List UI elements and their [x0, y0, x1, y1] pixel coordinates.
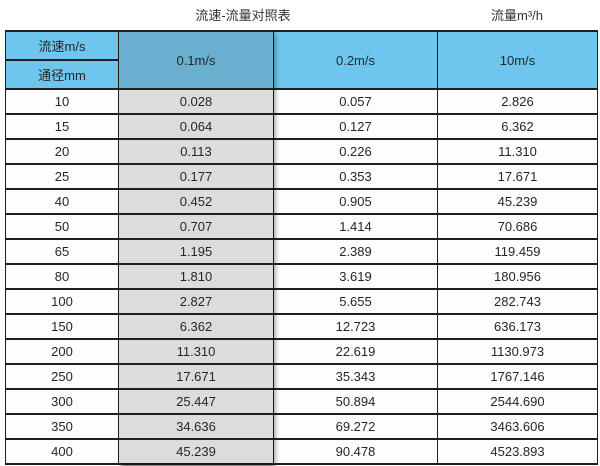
corner-velocity-label: 流速m/s [5, 30, 119, 61]
flow-cell-0-1ms: 45.239 [118, 438, 274, 465]
flow-cell-10ms: 17.671 [437, 163, 598, 190]
table-row: 10 0.028 0.057 2.826 [5, 88, 598, 115]
diameter-cell: 25 [5, 163, 119, 190]
flow-cell-10ms: 1130.973 [437, 338, 598, 365]
table-row: 20 0.113 0.226 11.310 [5, 138, 598, 165]
diameter-cell: 65 [5, 238, 119, 265]
diameter-cell: 15 [5, 113, 119, 140]
page-title: 流速-流量对照表 [195, 8, 291, 23]
flow-cell-10ms: 2544.690 [437, 388, 598, 415]
table-row: 80 1.810 3.619 180.956 [5, 263, 598, 290]
table-row: 250 17.671 35.343 1767.146 [5, 363, 598, 390]
flow-cell-0-2ms: 3.619 [273, 263, 438, 290]
flow-cell-0-2ms: 69.272 [273, 413, 438, 440]
column-header-0-1ms: 0.1m/s [118, 30, 274, 90]
flow-cell-0-1ms: 2.827 [118, 288, 274, 315]
flow-cell-10ms: 2.826 [437, 88, 598, 115]
table-body: 10 0.028 0.057 2.826 15 0.064 0.127 6.36… [5, 88, 598, 465]
flow-cell-10ms: 6.362 [437, 113, 598, 140]
flow-cell-10ms: 119.459 [437, 238, 598, 265]
flow-cell-0-1ms: 0.064 [118, 113, 274, 140]
table-row: 15 0.064 0.127 6.362 [5, 113, 598, 140]
table-header: 流速m/s 0.1m/s 0.2m/s 10m/s 通径mm [5, 30, 598, 90]
flow-cell-0-2ms: 0.226 [273, 138, 438, 165]
flow-cell-10ms: 180.956 [437, 263, 598, 290]
flow-cell-10ms: 11.310 [437, 138, 598, 165]
diameter-cell: 50 [5, 213, 119, 240]
flow-cell-10ms: 3463.606 [437, 413, 598, 440]
flow-cell-0-2ms: 35.343 [273, 363, 438, 390]
flow-cell-0-1ms: 17.671 [118, 363, 274, 390]
velocity-flow-table: 流速m/s 0.1m/s 0.2m/s 10m/s 通径mm 10 0.028 … [5, 30, 598, 465]
diameter-cell: 250 [5, 363, 119, 390]
flow-cell-10ms: 70.686 [437, 213, 598, 240]
flow-cell-0-1ms: 1.195 [118, 238, 274, 265]
flow-cell-0-2ms: 1.414 [273, 213, 438, 240]
flow-cell-0-2ms: 22.619 [273, 338, 438, 365]
flow-cell-0-2ms: 50.894 [273, 388, 438, 415]
table-row: 40 0.452 0.905 45.239 [5, 188, 598, 215]
flow-cell-0-1ms: 11.310 [118, 338, 274, 365]
flow-cell-0-2ms: 90.478 [273, 438, 438, 465]
flow-cell-10ms: 636.173 [437, 313, 598, 340]
column-header-10ms: 10m/s [437, 30, 598, 90]
table-row: 150 6.362 12.723 636.173 [5, 313, 598, 340]
diameter-cell: 20 [5, 138, 119, 165]
flow-cell-10ms: 4523.893 [437, 438, 598, 465]
flow-cell-0-1ms: 25.447 [118, 388, 274, 415]
flow-cell-0-1ms: 0.452 [118, 188, 274, 215]
flow-cell-0-2ms: 2.389 [273, 238, 438, 265]
flow-cell-0-1ms: 6.362 [118, 313, 274, 340]
flow-cell-0-1ms: 34.636 [118, 413, 274, 440]
flow-cell-0-1ms: 0.113 [118, 138, 274, 165]
flow-cell-10ms: 1767.146 [437, 363, 598, 390]
diameter-cell: 400 [5, 438, 119, 465]
table-row: 400 45.239 90.478 4523.893 [5, 438, 598, 465]
corner-diameter-label: 通径mm [5, 59, 119, 90]
diameter-cell: 350 [5, 413, 119, 440]
flow-cell-0-2ms: 0.057 [273, 88, 438, 115]
diameter-cell: 100 [5, 288, 119, 315]
flow-cell-0-2ms: 0.353 [273, 163, 438, 190]
table-row: 65 1.195 2.389 119.459 [5, 238, 598, 265]
flow-cell-0-2ms: 0.127 [273, 113, 438, 140]
table-row: 100 2.827 5.655 282.743 [5, 288, 598, 315]
table-row: 200 11.310 22.619 1130.973 [5, 338, 598, 365]
flow-cell-0-1ms: 0.028 [118, 88, 274, 115]
diameter-cell: 300 [5, 388, 119, 415]
flow-cell-10ms: 282.743 [437, 288, 598, 315]
diameter-cell: 200 [5, 338, 119, 365]
column-header-0-2ms: 0.2m/s [273, 30, 438, 90]
table-row: 300 25.447 50.894 2544.690 [5, 388, 598, 415]
header-row-bottom: 通径mm [5, 59, 598, 90]
header-row-top: 流速m/s 0.1m/s 0.2m/s 10m/s [5, 30, 598, 90]
table-row: 25 0.177 0.353 17.671 [5, 163, 598, 190]
flow-cell-0-2ms: 0.905 [273, 188, 438, 215]
diameter-cell: 80 [5, 263, 119, 290]
diameter-cell: 10 [5, 88, 119, 115]
flow-cell-0-1ms: 0.707 [118, 213, 274, 240]
flow-cell-0-1ms: 1.810 [118, 263, 274, 290]
flow-cell-0-1ms: 0.177 [118, 163, 274, 190]
table-row: 350 34.636 69.272 3463.606 [5, 413, 598, 440]
flow-cell-0-2ms: 5.655 [273, 288, 438, 315]
table-row: 50 0.707 1.414 70.686 [5, 213, 598, 240]
diameter-cell: 40 [5, 188, 119, 215]
diameter-cell: 150 [5, 313, 119, 340]
flow-cell-10ms: 45.239 [437, 188, 598, 215]
flow-unit-label: 流量m³/h [490, 8, 543, 23]
flow-cell-0-2ms: 12.723 [273, 313, 438, 340]
